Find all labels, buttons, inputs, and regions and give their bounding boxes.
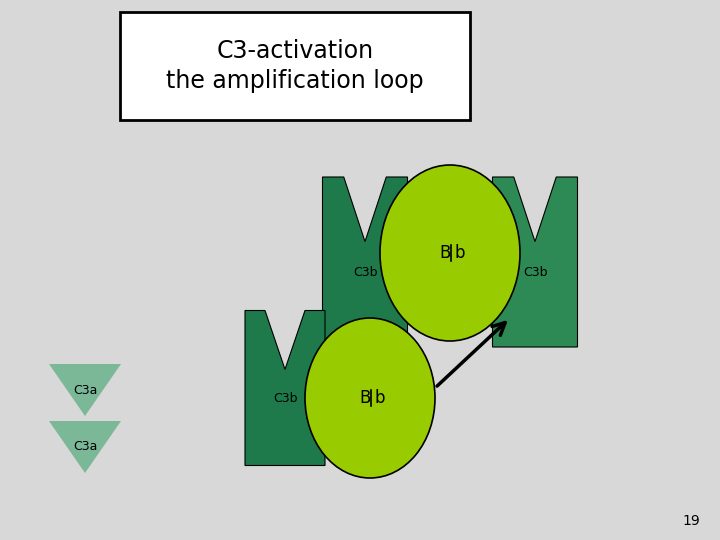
Text: B: B xyxy=(359,389,371,407)
Text: b: b xyxy=(455,244,465,262)
Polygon shape xyxy=(492,177,577,347)
Text: C3a: C3a xyxy=(73,441,97,454)
Polygon shape xyxy=(49,364,121,416)
Text: 19: 19 xyxy=(683,514,700,528)
Text: C3b: C3b xyxy=(273,392,297,404)
Ellipse shape xyxy=(380,165,520,341)
FancyBboxPatch shape xyxy=(120,12,470,120)
Polygon shape xyxy=(323,177,408,347)
Text: C3-activation
the amplification loop: C3-activation the amplification loop xyxy=(166,39,424,93)
Text: C3b: C3b xyxy=(353,266,377,279)
Text: b: b xyxy=(374,389,385,407)
Text: B: B xyxy=(439,244,451,262)
Text: C3a: C3a xyxy=(73,383,97,396)
Text: C3b: C3b xyxy=(523,266,547,279)
Polygon shape xyxy=(49,421,121,473)
Ellipse shape xyxy=(305,318,435,478)
Polygon shape xyxy=(245,310,325,465)
